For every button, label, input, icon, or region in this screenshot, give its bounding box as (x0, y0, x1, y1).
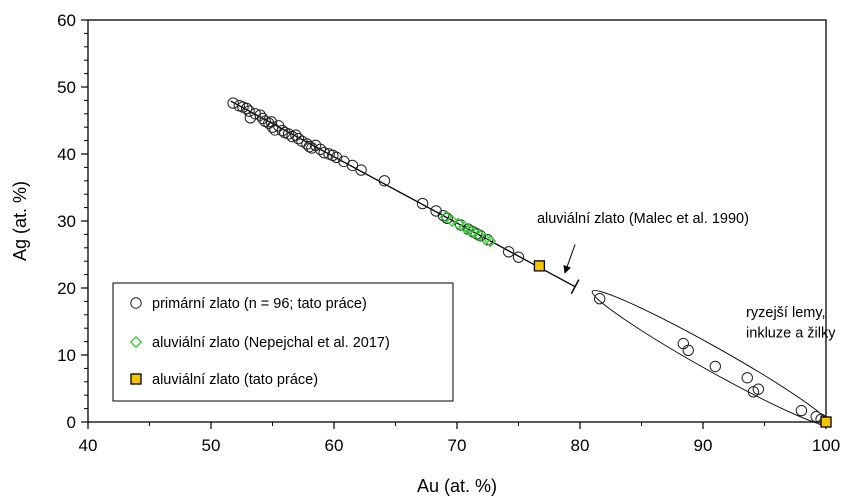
annotation-malec: aluviální zlato (Malec et al. 1990) (537, 211, 749, 227)
circle-point (266, 121, 279, 133)
circle-point (318, 146, 330, 159)
circle-point (265, 116, 277, 128)
legend-diamond-icon (129, 335, 143, 349)
circle-point (437, 209, 450, 222)
circle-point (482, 234, 494, 246)
y-tick-label: 60 (57, 11, 76, 30)
circle-point (346, 159, 359, 172)
circle-point (677, 337, 690, 350)
legend-label: aluviální zlato (Nepejchal et al. 2017) (152, 335, 390, 351)
legend-circle-icon (130, 297, 142, 309)
circle-point (306, 142, 318, 154)
y-tick-label: 50 (57, 78, 76, 97)
legend (112, 282, 454, 402)
annotation-rich-rims-1: ryzejší lemy, (746, 305, 826, 321)
circle-point (243, 105, 255, 117)
diamond-point (439, 210, 453, 224)
diamond-point (484, 234, 497, 248)
annotation-rich-rims-2: inkluze a žilky (746, 326, 836, 342)
circle-point (314, 143, 327, 156)
legend-box (112, 282, 454, 402)
circle-point (795, 404, 808, 417)
diamond-point (452, 217, 465, 230)
legend-square-icon (130, 373, 142, 385)
circle-point (276, 124, 289, 137)
circle-point (709, 360, 721, 373)
circle-point (292, 132, 305, 145)
y-axis-title: Ag (at. %) (10, 181, 30, 261)
legend-label: primární zlato (n = 96; tato práce) (152, 296, 367, 312)
circle-point (227, 97, 239, 109)
circle-point (502, 246, 515, 258)
circle-point (430, 205, 442, 217)
circle-point (330, 151, 343, 164)
square-point (820, 416, 832, 428)
diamond-point (445, 214, 459, 228)
y-tick-label: 30 (57, 212, 76, 231)
circle-point (512, 251, 525, 263)
circle-point (378, 175, 391, 187)
circle-point (290, 129, 302, 141)
x-tick-label: 80 (571, 436, 590, 455)
x-tick-label: 40 (79, 436, 98, 455)
circle-point (282, 128, 295, 140)
circle-point (303, 140, 316, 153)
x-tick-label: 50 (202, 436, 221, 455)
y-tick-label: 0 (67, 413, 76, 432)
x-tick-label: 60 (325, 436, 344, 455)
x-tick-label: 70 (448, 436, 467, 455)
square-point (533, 260, 546, 272)
trend-line (230, 100, 576, 288)
trend-line-end-bar (570, 279, 580, 295)
circle-point (454, 219, 467, 231)
x-axis-title: Au (at. %) (417, 476, 497, 496)
circle-point (416, 197, 429, 210)
circle-point (752, 383, 765, 395)
y-tick-label: 40 (57, 145, 76, 164)
x-tick-label: 100 (812, 436, 840, 455)
y-tick-label: 20 (57, 279, 76, 298)
annotation-arrow (563, 244, 576, 274)
circle-point (741, 372, 753, 384)
circle-point (355, 164, 367, 176)
x-tick-label: 90 (694, 436, 713, 455)
y-tick-label: 10 (57, 346, 76, 365)
circle-point (593, 293, 606, 305)
legend-label: aluviální zlato (tato práce) (152, 372, 318, 388)
diamond-point (473, 228, 486, 242)
circle-point (682, 344, 694, 357)
